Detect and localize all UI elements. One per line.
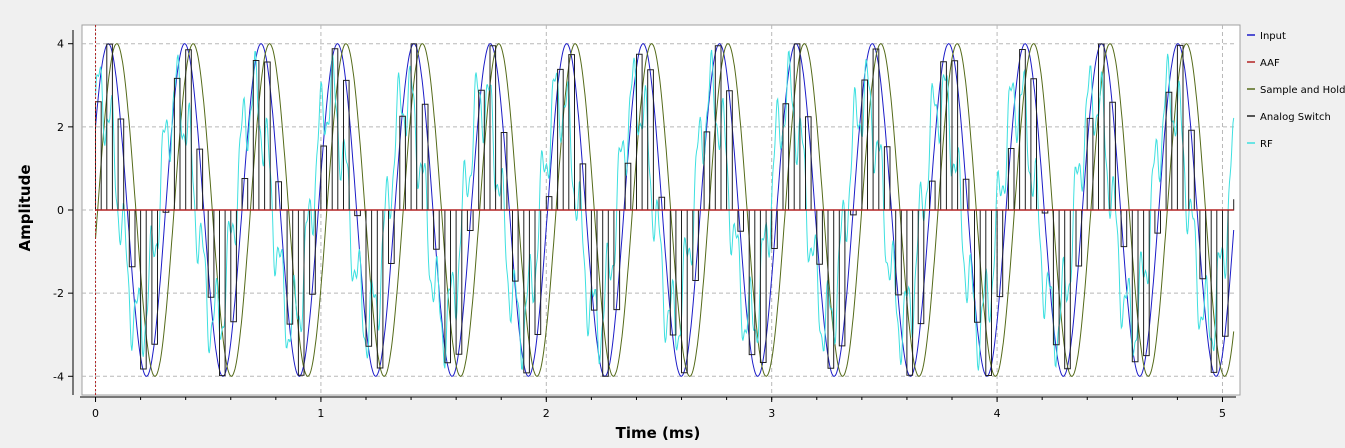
y-tick-label: -2: [53, 287, 64, 300]
x-tick-label: 2: [543, 407, 550, 420]
y-tick-label: -4: [53, 370, 64, 383]
y-tick-label: 0: [57, 204, 64, 217]
legend-item-rf[interactable]: RF: [1247, 139, 1273, 150]
legend-item-aaf[interactable]: AAF: [1247, 58, 1280, 69]
series-group: [95, 25, 1235, 395]
x-tick-label: 1: [317, 407, 324, 420]
x-tick-label: 4: [994, 407, 1001, 420]
series-line-input: [95, 43, 1235, 377]
legend-label: Analog Switch: [1260, 112, 1331, 123]
legend-label: AAF: [1260, 58, 1280, 69]
y-tick-label: 2: [57, 121, 64, 134]
legend-label: Input: [1260, 31, 1286, 42]
legend-item-analog-switch[interactable]: Analog Switch: [1247, 112, 1331, 123]
ticks: 0 1 2 3 4 5 -4 -2 0 2 4: [53, 38, 1226, 420]
legend-item-input[interactable]: Input: [1247, 31, 1286, 42]
axes: [72, 30, 1236, 398]
y-tick-label: 4: [57, 38, 64, 51]
y-axis-title: Amplitude: [16, 164, 34, 251]
legend-label: Sample and Hold: [1260, 85, 1345, 96]
series-line-sample-and-hold: [95, 43, 1235, 377]
x-axis-title: Time (ms): [616, 424, 701, 442]
x-tick-label: 3: [768, 407, 775, 420]
x-tick-label: 5: [1219, 407, 1226, 420]
legend: Input AAF Sample and Hold Analog Switch RF: [1247, 31, 1345, 150]
x-tick-label: 0: [92, 407, 99, 420]
legend-item-sample-and-hold[interactable]: Sample and Hold: [1247, 85, 1345, 96]
series-line-rf: [95, 49, 1235, 371]
legend-label: RF: [1260, 139, 1273, 150]
